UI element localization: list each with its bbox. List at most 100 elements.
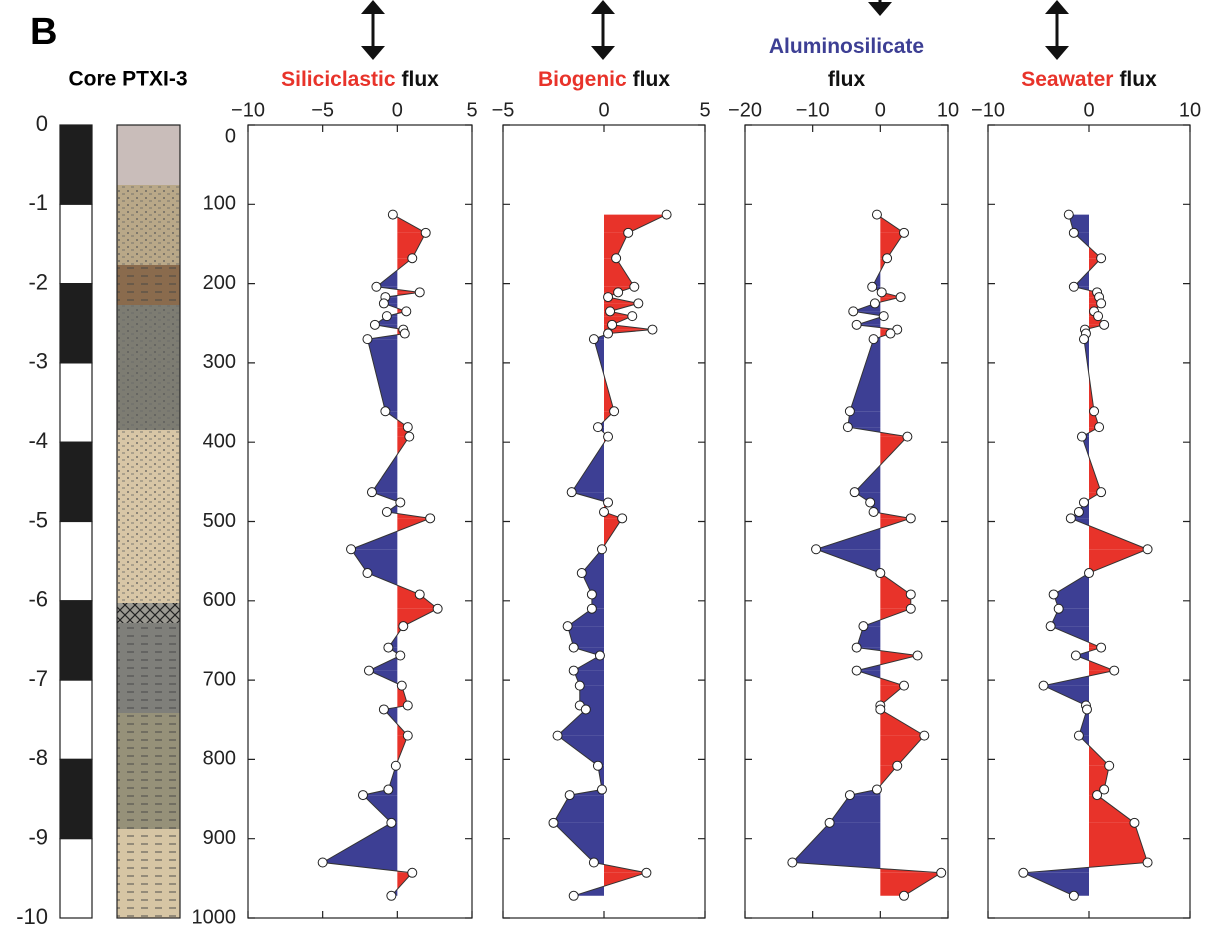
x-tick-label: 10 [937,99,959,121]
sample-point [1068,890,1079,901]
sample-point [844,790,855,801]
flux-fill [557,735,604,766]
core-title: Core PTXI-3 [68,68,187,91]
sample-point [362,334,373,345]
sample-point [1096,253,1107,264]
scale-segment [59,283,93,364]
flux-fill [579,685,604,706]
sample-point [383,642,394,653]
sample-point [586,603,597,614]
sample-point [574,680,585,691]
flux-fill [1089,795,1135,823]
flux-fill [322,822,398,863]
litho-pattern [117,305,180,430]
sample-point [603,497,614,508]
y-tick-label: 700 [203,668,236,690]
sample-point [1084,568,1094,579]
sample-point [868,506,879,517]
sample-point [378,298,389,309]
arrow-head [868,2,892,16]
core-depth-label: -4 [28,428,48,453]
x-tick-label: −10 [796,99,830,121]
sample-point [871,784,882,795]
sample-point [592,422,603,433]
sample-point [568,890,579,901]
y-tick-label: 100 [203,193,236,215]
x-tick-label: −10 [231,99,265,121]
sample-point [868,334,879,345]
core-depth-label: -3 [28,349,48,374]
sample-point [596,544,607,555]
sample-point [383,784,394,795]
panel [548,209,672,901]
title-part: Biogenic [538,68,627,91]
sample-point [905,589,916,600]
title-part: Seawater [1021,68,1113,91]
sample-point [371,281,382,292]
arrow-head [591,0,615,60]
x-tick-label: 5 [466,99,477,121]
flux-fill [351,549,398,574]
sample-point [902,431,913,442]
flux-fill [604,258,635,287]
sample-point [586,589,597,600]
sample-point [895,292,906,303]
sample-point [1053,603,1064,614]
sample-point [402,730,413,741]
title-part: flux [402,68,440,91]
flux-fill [553,822,604,863]
sample-point [380,406,391,417]
sample-point [912,650,923,661]
core-depth-label: -6 [28,587,48,612]
sample-point [842,422,853,433]
sample-point [824,817,835,828]
x-tick-label: −5 [492,99,515,121]
x-tick-label: −5 [311,99,334,121]
sample-point [617,513,628,524]
x-tick-label: 0 [392,99,403,121]
sample-point [844,406,855,417]
sample-point [787,857,798,868]
sample-point [1092,790,1103,801]
sample-point [386,890,397,901]
sample-point [386,817,397,828]
litho-pattern [117,623,180,713]
sample-point [848,306,859,317]
flux-fill [567,608,604,627]
sample-point [548,817,559,828]
sample-point [1048,589,1059,600]
panel [1018,209,1153,901]
sample-point [1076,431,1087,442]
sample-point [641,867,652,878]
flux-fill [604,214,667,233]
flux-fill [829,795,881,823]
sample-point [603,328,614,339]
core-depth-label: -10 [16,904,48,929]
sample-point [1073,730,1084,741]
sample-point [871,209,882,220]
sample-point [849,487,860,498]
sample-point [1063,209,1074,220]
litho-pattern [117,713,180,829]
sample-point [592,760,603,771]
core-depth-label: -5 [28,507,48,532]
sample-point [1099,784,1110,795]
flux-fill [397,685,408,706]
flux-fill [880,232,905,259]
sample-point [580,704,591,715]
sample-point [363,665,374,676]
sample-point [401,306,412,317]
sample-point [603,431,614,442]
sample-point [404,431,415,442]
sample-point [878,311,889,322]
sample-point [885,328,896,339]
sample-point [1078,497,1089,508]
sample-point [607,319,618,330]
flux-fill [880,594,911,609]
panel-title: Aluminosilicate [769,35,924,58]
litho-pattern [117,265,180,305]
sample-point [1096,642,1107,653]
core-depth-label: -9 [28,825,48,850]
x-tick-label: −20 [728,99,762,121]
core-depth-label: -8 [28,745,48,770]
